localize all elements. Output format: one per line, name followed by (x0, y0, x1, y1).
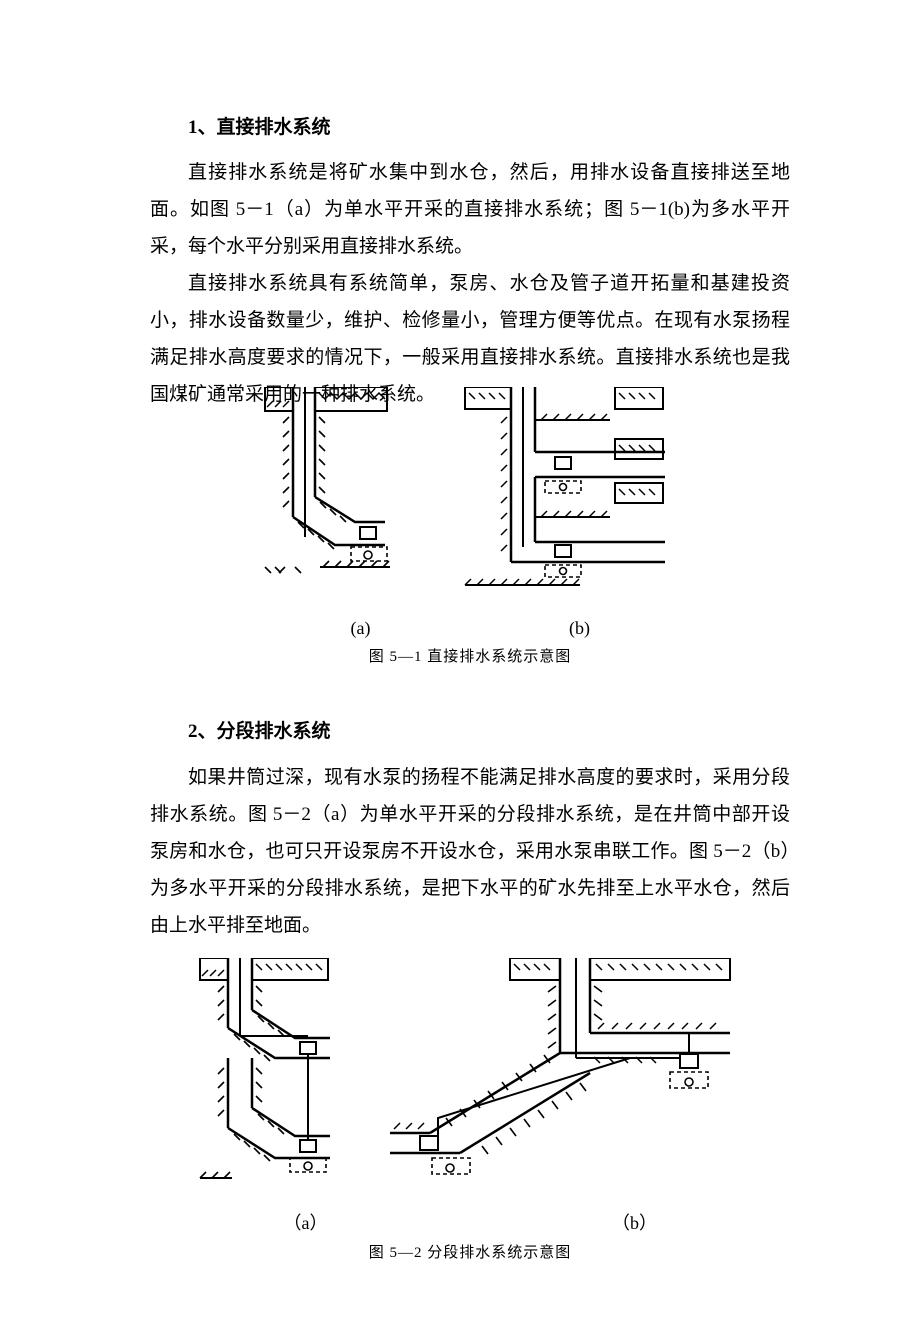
figure-5-2: （a） （b） 图 5—2 分段排水系统示意图 (150, 958, 790, 1262)
section2-heading: 2、分段排水系统 (150, 714, 790, 750)
figure-5-1: (a) (b) 图 5—1 直接排水系统示意图 (150, 387, 790, 666)
figure2-caption: 图 5—2 分段排水系统示意图 (150, 1241, 790, 1262)
figure-5-1-svg (255, 387, 685, 607)
section1-heading: 1、直接排水系统 (150, 110, 790, 146)
figure-5-2-svg (190, 958, 750, 1198)
section1-para1: 直接排水系统是将矿水集中到水仓，然后，用排水设备直接排送至地面。如图 5－1（a… (150, 154, 790, 265)
document-page: 1、直接排水系统 直接排水系统是将矿水集中到水仓，然后，用排水设备直接排送至地面… (0, 0, 920, 1322)
figure2-label-a: （a） (221, 1209, 391, 1235)
figure1-label-b: (b) (505, 618, 655, 639)
figure2-label-b: （b） (550, 1209, 720, 1235)
section2-para1: 如果井筒过深，现有水泵的扬程不能满足排水高度的要求时，采用分段排水系统。图 5－… (150, 759, 790, 944)
figure1-label-a: (a) (286, 618, 436, 639)
figure2-sublabels: （a） （b） (150, 1209, 790, 1235)
figure1-caption: 图 5—1 直接排水系统示意图 (150, 645, 790, 666)
figure1-sublabels: (a) (b) (150, 618, 790, 639)
